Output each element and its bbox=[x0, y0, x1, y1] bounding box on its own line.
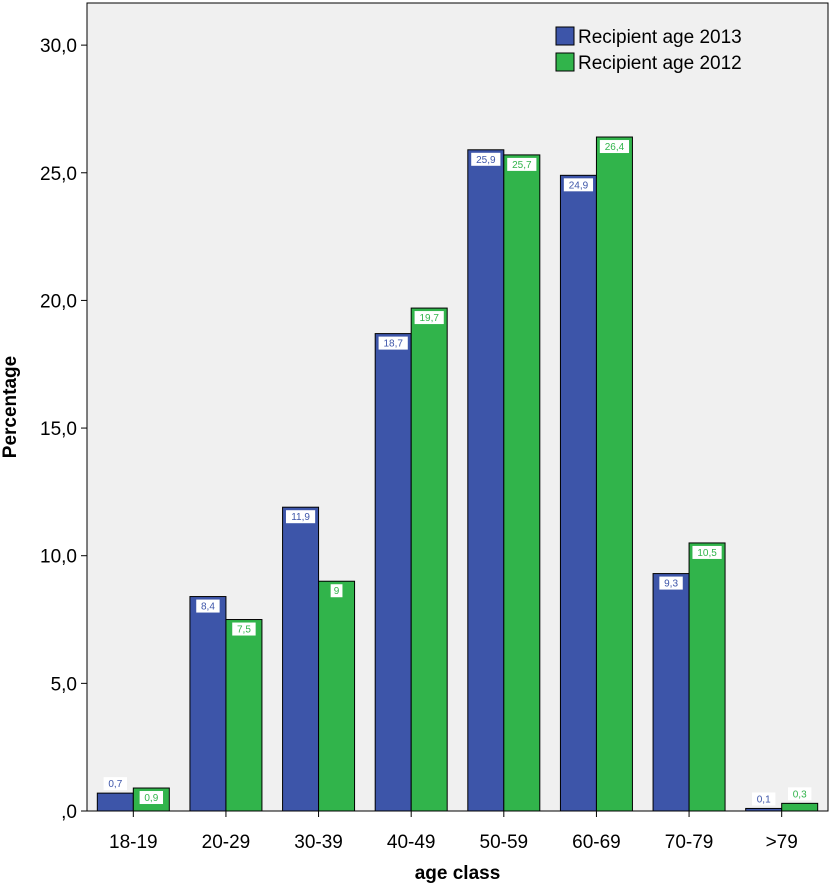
data-label: 10,5 bbox=[692, 545, 722, 559]
data-label-text: 0,3 bbox=[793, 789, 807, 800]
bar bbox=[282, 506, 320, 812]
bar bbox=[189, 596, 227, 812]
x-tick-label: >79 bbox=[766, 832, 798, 853]
legend: Recipient age 2013 Recipient age 2012 bbox=[555, 26, 742, 74]
data-label-text: 8,4 bbox=[201, 602, 215, 613]
data-label: 19,7 bbox=[414, 311, 444, 325]
data-label: 18,7 bbox=[378, 336, 408, 350]
data-label-box bbox=[507, 157, 537, 171]
data-label-text: 25,9 bbox=[476, 155, 496, 166]
data-label: 9,3 bbox=[659, 576, 683, 590]
bar bbox=[410, 307, 448, 812]
data-label-box bbox=[787, 787, 812, 801]
y-tick-label: ,0 bbox=[61, 802, 77, 823]
y-axis-title: Percentage bbox=[0, 356, 21, 458]
data-label-text: 18,7 bbox=[383, 339, 403, 350]
bar bbox=[96, 792, 134, 812]
data-label-text: 0,9 bbox=[144, 793, 158, 804]
x-tick-label: 60-69 bbox=[572, 832, 621, 853]
y-tick-label: 10,0 bbox=[40, 547, 77, 568]
data-label-text: 26,4 bbox=[605, 142, 625, 153]
bar bbox=[318, 580, 356, 812]
y-tick-label: 15,0 bbox=[40, 419, 77, 440]
y-tick-label: 30,0 bbox=[40, 36, 77, 57]
data-label-text: 9 bbox=[334, 586, 340, 597]
data-label: 26,4 bbox=[599, 140, 630, 154]
bar bbox=[503, 154, 541, 812]
legend-label: Recipient age 2012 bbox=[578, 53, 742, 74]
data-label-box bbox=[692, 545, 722, 559]
x-tick-label: 20-29 bbox=[202, 832, 251, 853]
data-label-box bbox=[378, 336, 408, 350]
data-label: 24,9 bbox=[563, 178, 594, 192]
data-label-box bbox=[330, 584, 343, 598]
data-label-text: 10,5 bbox=[697, 548, 717, 559]
data-label-text: 7,5 bbox=[237, 625, 251, 636]
y-tick-label: 5,0 bbox=[51, 674, 77, 695]
data-label: 11,9 bbox=[285, 510, 316, 524]
bar bbox=[745, 807, 783, 812]
data-label: 0,1 bbox=[751, 792, 776, 806]
bar bbox=[652, 573, 690, 812]
data-label: 25,7 bbox=[507, 157, 537, 171]
y-tick-label: 20,0 bbox=[40, 291, 77, 312]
legend-swatch bbox=[555, 26, 575, 46]
bar bbox=[781, 802, 819, 812]
data-label: 25,9 bbox=[471, 152, 501, 166]
x-tick-label: 70-79 bbox=[665, 832, 714, 853]
data-label-text: 0,1 bbox=[757, 794, 771, 805]
data-label-box bbox=[414, 311, 444, 325]
data-label-box bbox=[659, 576, 683, 590]
data-label: 9 bbox=[330, 584, 343, 598]
data-label-text: 25,7 bbox=[512, 160, 532, 171]
data-label: 8,4 bbox=[196, 599, 220, 613]
data-label-box bbox=[285, 510, 316, 524]
y-tick-label: 25,0 bbox=[40, 164, 77, 185]
bar bbox=[595, 136, 633, 812]
y-axis: ,0 5,0 10,0 15,0 20,0 25,0 30,0 bbox=[40, 36, 87, 823]
bar bbox=[374, 333, 412, 812]
data-label-box bbox=[563, 178, 594, 192]
data-label-text: 24,9 bbox=[569, 180, 589, 191]
data-label-text: 19,7 bbox=[419, 313, 439, 324]
x-tick-label: 40-49 bbox=[387, 832, 436, 853]
data-label: 0,7 bbox=[103, 777, 128, 791]
data-label-text: 9,3 bbox=[664, 579, 678, 590]
x-tick-label: 50-59 bbox=[480, 832, 529, 853]
x-tick-label: 18-19 bbox=[109, 832, 158, 853]
data-label-box bbox=[139, 791, 164, 805]
x-tick-label: 30-39 bbox=[294, 832, 343, 853]
legend-label: Recipient age 2013 bbox=[578, 27, 742, 48]
data-label: 0,3 bbox=[787, 787, 812, 801]
data-label-box bbox=[599, 140, 630, 154]
data-label-box bbox=[103, 777, 128, 791]
data-label-text: 11,9 bbox=[291, 512, 310, 523]
data-label-box bbox=[751, 792, 776, 806]
x-axis: 18-19 20-29 30-39 40-49 50-59 60-69 70-79 >79 bbox=[109, 811, 798, 853]
bar bbox=[559, 174, 597, 812]
bar bbox=[225, 619, 263, 812]
bar bbox=[688, 542, 726, 812]
data-label-box bbox=[232, 622, 256, 636]
bar bbox=[467, 149, 505, 812]
x-axis-title: age class bbox=[415, 863, 501, 884]
data-label: 7,5 bbox=[232, 622, 256, 636]
data-label-box bbox=[471, 152, 501, 166]
data-label-box bbox=[196, 599, 220, 613]
data-labels-group: 0,7 0,9 8,4 7,5 11,9 9 18,7 19,7 25,9 25,7 24,9 26,… bbox=[103, 140, 812, 806]
data-label: 0,9 bbox=[139, 791, 164, 805]
data-label-text: 0,7 bbox=[108, 779, 122, 790]
legend-swatch bbox=[555, 52, 575, 72]
